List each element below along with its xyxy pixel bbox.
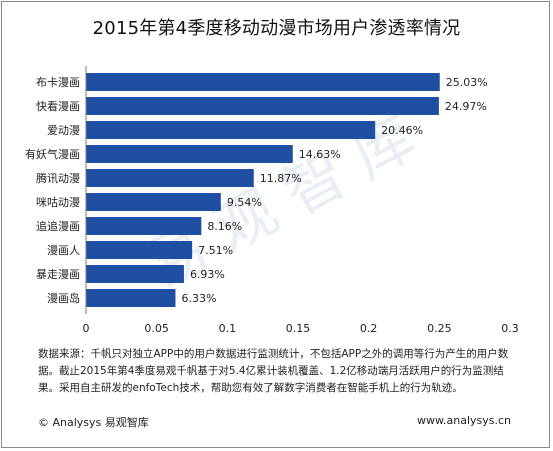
bar xyxy=(86,289,176,307)
category-label: 咪咕动漫 xyxy=(36,195,80,209)
data-label: 11.87% xyxy=(260,172,302,185)
category-label: 漫画人 xyxy=(47,243,80,257)
data-label: 20.46% xyxy=(381,124,423,137)
x-tick-label: 0.15 xyxy=(286,322,311,335)
bar xyxy=(86,265,184,283)
data-label: 25.03% xyxy=(446,76,488,89)
category-label: 腾讯动漫 xyxy=(36,171,80,185)
category-label: 有妖气漫画 xyxy=(25,147,80,161)
data-label: 8.16% xyxy=(207,220,242,233)
x-tick-label: 0.25 xyxy=(427,322,452,335)
bar xyxy=(86,193,221,211)
bar xyxy=(86,217,202,235)
category-label: 快看漫画 xyxy=(36,99,80,113)
bar xyxy=(86,73,440,91)
bar xyxy=(86,121,376,139)
category-label: 爱动漫 xyxy=(47,123,80,137)
x-tick-label: 0.2 xyxy=(360,322,378,335)
bar xyxy=(86,169,254,187)
x-tick-label: 0.05 xyxy=(144,322,169,335)
chart-title: 2015年第4季度移动动漫市场用户渗透率情况 xyxy=(92,18,461,39)
category-label: 暴走漫画 xyxy=(36,267,80,281)
footer-copyright: © Analysys 易观智库 xyxy=(38,416,149,429)
data-label: 6.33% xyxy=(181,292,216,305)
data-source-note: 数据来源：千帆只对独立APP中的用户数据进行监测统计，不包括APP之外的调用等行… xyxy=(38,348,509,394)
category-label: 漫画岛 xyxy=(47,291,80,305)
category-label: 布卡漫画 xyxy=(36,75,80,89)
data-label: 7.51% xyxy=(198,244,233,257)
x-tick-label: 0.3 xyxy=(501,322,519,335)
data-label: 9.54% xyxy=(227,196,262,209)
footer-website: www.analysys.cn xyxy=(417,414,511,427)
data-label: 6.93% xyxy=(190,268,225,281)
data-label: 14.63% xyxy=(299,148,341,161)
x-tick-label: 0.1 xyxy=(219,322,237,335)
data-label: 24.97% xyxy=(445,100,487,113)
bar xyxy=(86,97,439,115)
bar xyxy=(86,145,293,163)
x-tick-label: 0 xyxy=(83,322,90,335)
bar xyxy=(86,241,193,259)
category-label: 追追漫画 xyxy=(36,219,80,233)
